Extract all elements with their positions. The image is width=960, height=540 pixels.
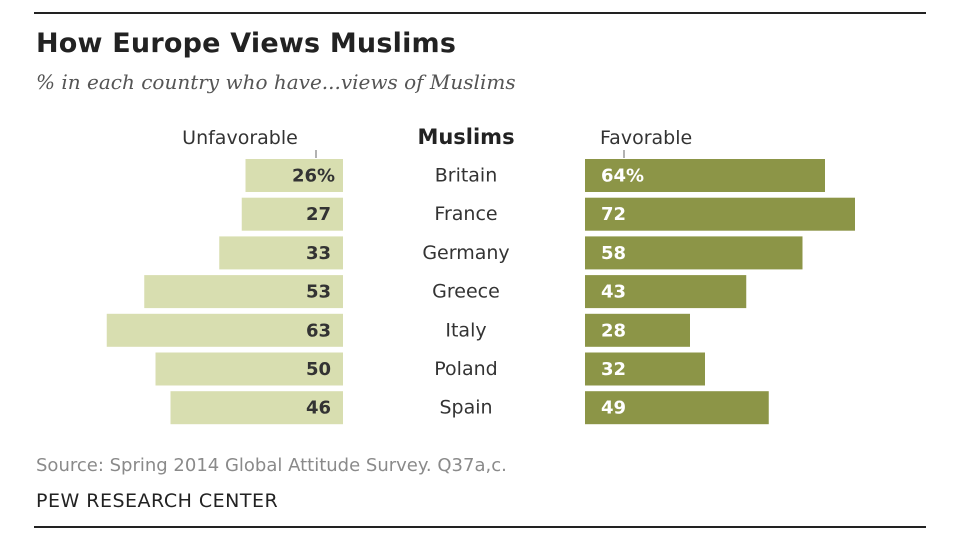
center-header: Muslims [417,125,514,149]
unfavorable-bar [245,159,343,192]
favorable-bar [585,313,690,347]
favorable-value-label: 32 [601,359,626,380]
unfavorable-bar [144,275,343,309]
unfavorable-value-label: 50 [306,359,331,380]
country-label: France [434,203,497,225]
favorable-bar [585,352,705,386]
source-note: Source: Spring 2014 Global Attitude Surv… [36,455,507,476]
unfavorable-bar [170,391,343,425]
favorable-bar [585,391,769,425]
chart-title: How Europe Views Muslims [36,28,457,59]
favorable-value-label: 58 [601,243,626,264]
country-label: Poland [434,358,497,380]
unfavorable-header: Unfavorable [182,127,298,149]
favorable-bar [585,197,855,231]
organization-name: PEW RESEARCH CENTER [36,490,279,512]
top-rule [34,12,926,14]
chart-subtitle: % in each country who have...views of Mu… [36,70,516,94]
unfavorable-value-label: 27 [306,204,331,225]
country-label: Germany [422,242,509,264]
favorable-bar [585,236,803,270]
favorable-value-label: 43 [601,282,626,303]
country-label: Spain [439,397,492,419]
favorable-bar [585,159,825,192]
country-label: Greece [432,281,500,303]
unfavorable-bar [155,352,343,386]
unfavorable-value-label: 63 [306,320,331,341]
favorable-value-label: 64% [601,166,644,187]
favorable-bar [585,275,747,309]
unfavorable-bar [241,197,343,231]
unfavorable-bar [219,236,343,270]
country-label: Italy [445,319,486,341]
country-label: Britain [435,165,498,187]
favorable-value-label: 49 [601,398,626,419]
favorable-value-label: 72 [601,204,626,225]
unfavorable-value-label: 53 [306,282,331,303]
unfavorable-value-label: 33 [306,243,331,264]
unfavorable-bar [106,313,343,347]
unfavorable-value-label: 26% [292,166,335,187]
unfavorable-value-label: 46 [306,398,331,419]
favorable-header: Favorable [600,127,692,149]
favorable-value-label: 28 [601,320,626,341]
bottom-rule [34,526,926,528]
